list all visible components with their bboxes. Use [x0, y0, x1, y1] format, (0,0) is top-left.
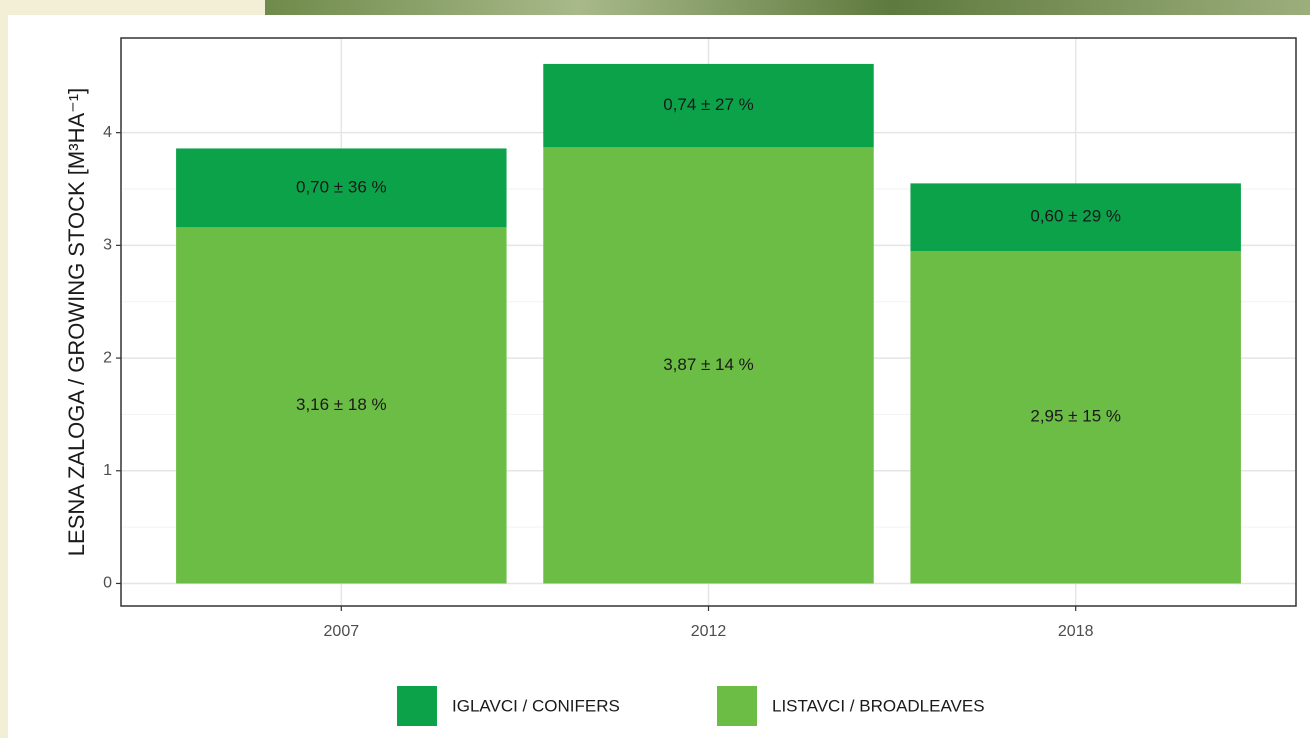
value-label: 0,60 ± 29 % — [1030, 207, 1121, 226]
value-label: 0,74 ± 27 % — [663, 95, 754, 114]
x-tick-label: 2012 — [691, 623, 727, 640]
value-label: 3,16 ± 18 % — [296, 395, 387, 414]
y-tick-label: 2 — [103, 349, 112, 366]
value-label: 0,70 ± 36 % — [296, 177, 387, 196]
y-tick-label: 0 — [103, 575, 112, 592]
legend-key — [717, 686, 757, 726]
legend-label: IGLAVCI / CONIFERS — [452, 696, 620, 715]
value-label: 2,95 ± 15 % — [1030, 407, 1121, 426]
y-tick-label: 4 — [103, 124, 112, 141]
x-tick-label: 2018 — [1058, 623, 1094, 640]
value-label: 3,87 ± 14 % — [663, 355, 754, 374]
y-tick-label: 1 — [103, 462, 112, 479]
legend-label: LISTAVCI / BROADLEAVES — [772, 696, 985, 715]
chart: LESNA ZALOGA / GROWING STOCK [M³HA⁻¹] 0 1… — [0, 0, 1310, 738]
x-tick-label: 2007 — [324, 623, 360, 640]
y-tick-label: 3 — [103, 237, 112, 254]
y-axis-title: LESNA ZALOGA / GROWING STOCK [M³HA⁻¹] — [64, 88, 89, 556]
legend-key — [397, 686, 437, 726]
photo-strip — [265, 0, 1310, 16]
